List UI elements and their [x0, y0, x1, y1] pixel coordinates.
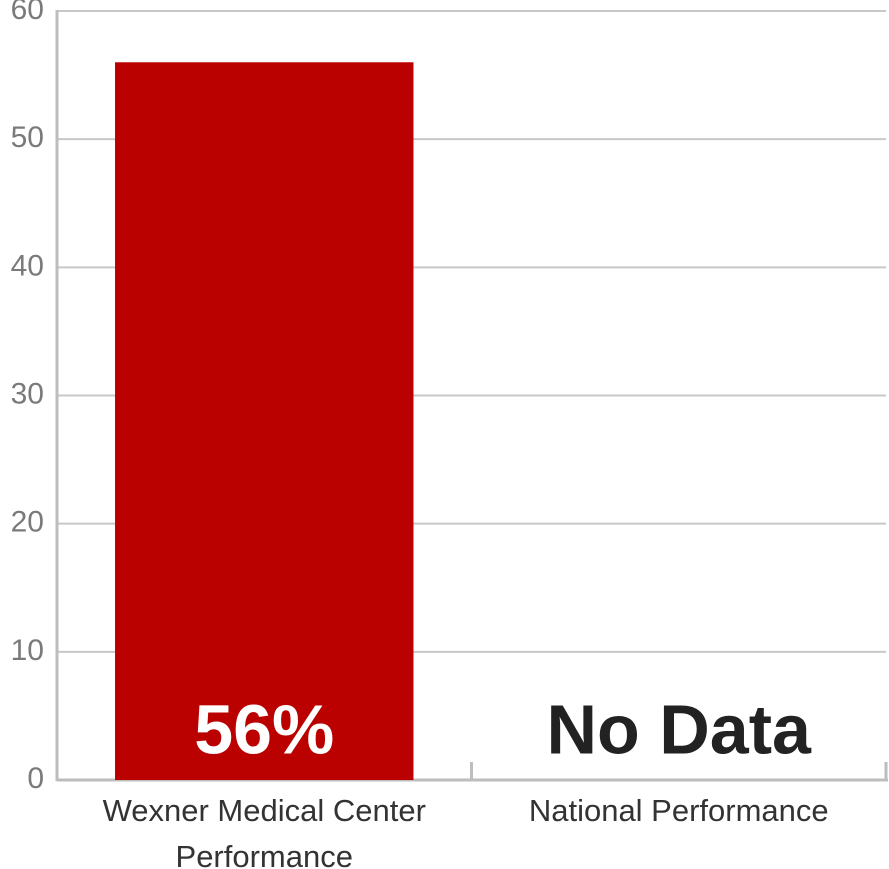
y-tick-label: 0	[27, 762, 44, 795]
y-tick-label: 20	[11, 506, 44, 539]
x-tick-label: National Performance	[528, 793, 829, 828]
value-label: 56%	[194, 690, 334, 768]
y-tick-label: 30	[11, 377, 44, 410]
x-tick-label: Wexner Medical Center Performance	[102, 793, 426, 869]
y-tick-label: 60	[11, 0, 44, 26]
y-tick-label: 10	[11, 634, 44, 667]
bar	[115, 62, 414, 781]
y-tick-label: 50	[11, 121, 44, 154]
y-tick-label: 40	[11, 249, 44, 282]
value-label: No Data	[547, 690, 813, 768]
